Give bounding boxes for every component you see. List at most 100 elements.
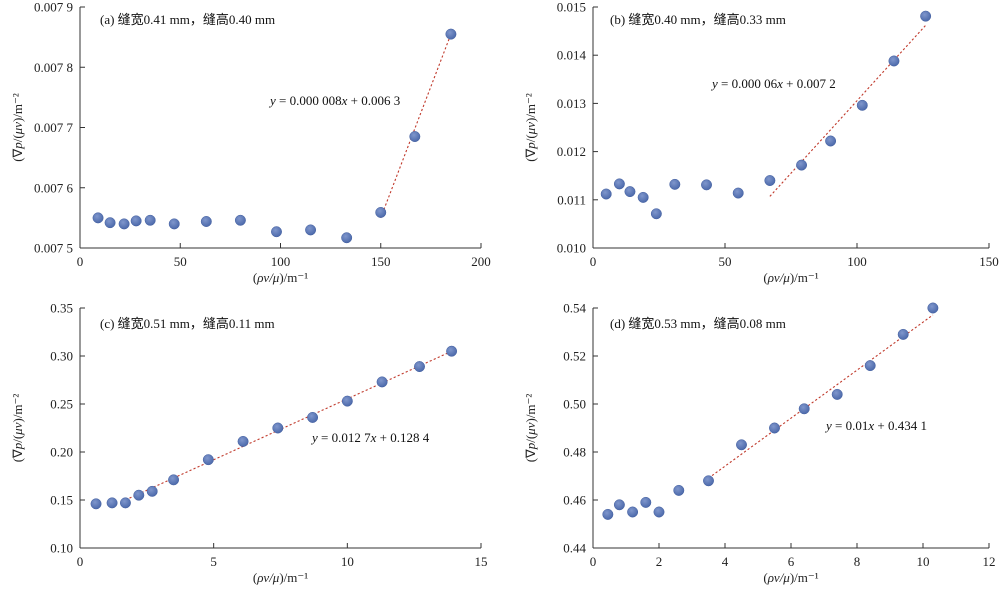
y-tick-label: 0.007 7 [34, 120, 74, 135]
y-tick-label: 0.007 9 [34, 0, 73, 15]
data-point [769, 422, 780, 434]
y-tick-label: 0.48 [563, 445, 586, 460]
data-point [627, 506, 639, 518]
data-point [856, 99, 868, 111]
x-tick-label: 10 [341, 554, 354, 569]
data-point [130, 215, 142, 227]
chart-panel-a: 0 50 100 150 200 0.007 5 0.007 6 0.007 7 0.007 8… [10, 0, 491, 285]
data-point [414, 361, 425, 373]
x-tick-label: 0 [590, 254, 597, 269]
data-point [104, 217, 116, 229]
data-point [613, 178, 625, 190]
data-point [445, 28, 457, 40]
x-axis-label: (ρv/μ)/m⁻¹ [253, 270, 308, 285]
data-point [106, 497, 118, 509]
data-point [307, 411, 319, 423]
x-tick-label: 0 [77, 254, 84, 269]
data-point [796, 159, 808, 171]
data-point [798, 403, 810, 415]
data-point [920, 10, 932, 22]
x-tick-label: 4 [722, 554, 729, 569]
data-point [897, 328, 909, 340]
y-tick-label: 0.35 [50, 301, 73, 316]
x-tick-label: 100 [271, 254, 291, 269]
y-tick-label: 0.015 [557, 0, 586, 15]
data-point [202, 454, 214, 466]
x-tick-label: 8 [854, 554, 861, 569]
data-point [272, 422, 284, 434]
y-tick-label: 0.44 [563, 541, 586, 556]
data-point [237, 435, 249, 447]
y-tick-label: 0.007 5 [34, 241, 73, 256]
data-point [624, 186, 636, 198]
data-point [701, 179, 712, 191]
fit-equation: y = 0.000 06x + 0.007 2 [710, 76, 836, 91]
y-tick-label: 0.15 [50, 493, 73, 508]
x-tick-label: 5 [210, 554, 217, 569]
y-tick-label: 0.52 [563, 349, 586, 364]
y-tick-label: 0.20 [50, 445, 73, 460]
panel-title: (d) 缝宽0.53 mm，缝高0.08 mm [610, 316, 786, 331]
data-point [133, 489, 145, 501]
y-tick-label: 0.30 [50, 349, 73, 364]
data-point [341, 232, 353, 244]
data-point [640, 496, 652, 508]
data-point [653, 506, 665, 518]
data-point [600, 188, 612, 200]
x-tick-label: 150 [371, 254, 391, 269]
data-point [650, 208, 662, 220]
data-point [673, 484, 685, 496]
data-point [736, 439, 747, 451]
data-point [375, 207, 387, 218]
data-point [703, 475, 714, 487]
data-point [637, 191, 649, 203]
data-point [732, 187, 744, 199]
data-point [146, 485, 158, 497]
y-tick-label: 0.014 [557, 48, 587, 63]
y-tick-label: 0.54 [563, 301, 586, 316]
data-point [764, 175, 776, 186]
data-point [118, 218, 130, 230]
x-tick-label: 6 [788, 554, 795, 569]
x-tick-label: 100 [847, 254, 867, 269]
x-tick-label: 2 [656, 554, 663, 569]
y-tick-label: 0.007 8 [34, 60, 73, 75]
data-point [144, 214, 156, 226]
y-tick-label: 0.25 [50, 397, 73, 412]
y-tick-label: 0.010 [557, 241, 586, 256]
data-point [409, 131, 421, 142]
x-tick-label: 12 [983, 554, 996, 569]
trend-line [769, 24, 927, 197]
data-point [864, 360, 876, 372]
x-axis-label: (ρv/μ)/m⁻¹ [253, 570, 308, 585]
chart-panel-d: 0 2 4 6 8 10 12 0.44 0.46 0.48 0.50 0.52 0.54 (d) 缝宽0… [523, 301, 996, 586]
fit-equation: y = 0.012 7x + 0.128 4 [310, 430, 430, 445]
chart-panel-c: 0 5 10 15 0.10 0.15 0.20 0.25 0.30 0.35 (c) 缝宽0.51… [10, 301, 488, 586]
data-point [119, 497, 131, 509]
y-axis-label: (∇p/(μv)/m⁻² [523, 394, 538, 463]
x-axis-label: (ρv/μ)/m⁻¹ [763, 270, 818, 285]
y-axis-label: (∇p/(μv)/m⁻² [10, 93, 25, 162]
y-tick-label: 0.011 [557, 192, 586, 207]
data-point [376, 376, 388, 388]
data-point [168, 218, 180, 230]
panel-title: (b) 缝宽0.40 mm，缝高0.33 mm [610, 12, 786, 27]
x-tick-label: 150 [979, 254, 999, 269]
data-point [168, 474, 180, 486]
x-tick-label: 0 [590, 554, 597, 569]
panel-title: (a) 缝宽0.41 mm，缝高0.40 mm [100, 12, 275, 27]
x-tick-label: 0 [77, 554, 84, 569]
trend-line [380, 33, 452, 219]
data-point [305, 224, 317, 236]
data-point [602, 508, 614, 520]
data-point [200, 216, 212, 227]
x-tick-label: 50 [719, 254, 732, 269]
data-point [669, 178, 681, 190]
y-tick-label: 0.012 [557, 144, 586, 159]
chart-panel-b: 0 50 100 150 0.010 0.011 0.012 0.013 0.014 0.015 (… [523, 0, 999, 285]
data-point [341, 395, 353, 407]
x-tick-label: 10 [917, 554, 930, 569]
data-point [888, 55, 900, 67]
data-point [446, 345, 458, 357]
